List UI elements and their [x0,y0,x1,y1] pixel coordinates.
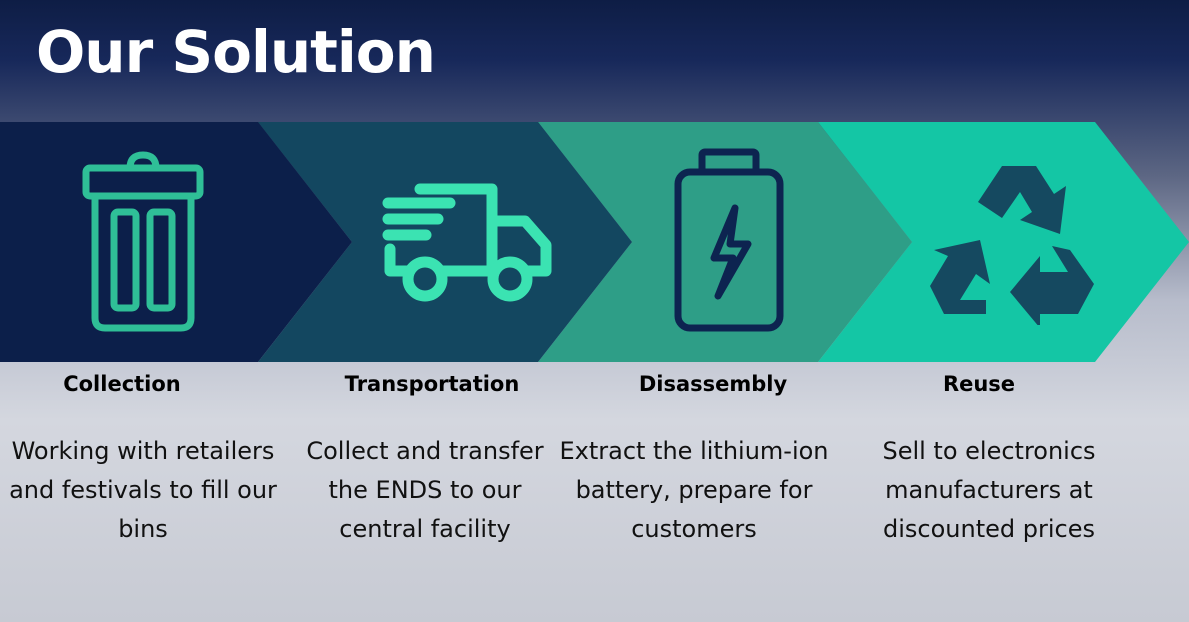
recycle-icon [930,166,1094,325]
step-description-collection: Working with retailers and festivals to … [9,437,277,543]
page-title: Our Solution [36,18,436,86]
step-label-disassembly: Disassembly [638,372,788,396]
step-label-collection: Collection [63,372,181,396]
step-description-transportation: Collect and transfer the ENDS to our cen… [306,437,544,543]
chevron-step-2 [258,122,632,362]
step-label-reuse: Reuse [942,372,1016,396]
battery-charging-icon [674,148,784,332]
chevron-step-3 [538,122,912,362]
chevron-step-4 [818,122,1189,362]
trash-bin-icon [82,151,204,332]
step-label-transportation: Transportation [344,372,520,396]
delivery-truck-icon [382,183,552,302]
step-description-reuse: Sell to electronics manufacturers at dis… [882,437,1096,543]
step-description-disassembly: Extract the lithium-ion battery, prepare… [559,437,829,543]
